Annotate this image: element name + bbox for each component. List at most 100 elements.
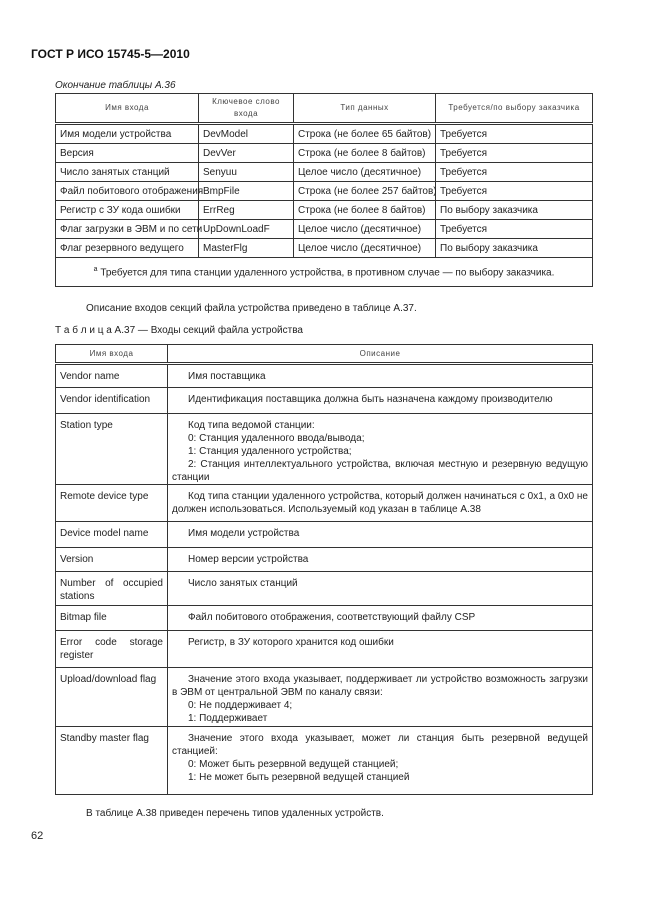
table-cell: Строка (не более 8 байтов) — [293, 200, 436, 220]
entry-description: Имя поставщика — [167, 363, 593, 388]
table-cell: Флаг резервного ведущего — [55, 238, 199, 258]
table-row: Регистр с ЗУ кода ошибки ErrReg Строка (не… — [55, 200, 593, 220]
entry-description: Число занятых станций — [167, 571, 593, 606]
table-row: Station type Код типа ведомой станции: 0: … — [55, 413, 593, 485]
table-cell: DevVer — [198, 143, 294, 163]
description-line: Значение этого входа указывает, поддержи… — [172, 674, 588, 698]
caption-text: — Входы секций файла устройства — [135, 325, 303, 336]
entry-name: Vendor identification — [55, 387, 168, 414]
table-row: Флаг загрузки в ЭВМ и по сети UpDownLoadF… — [55, 219, 593, 239]
description-line: Значение этого входа указывает, может ли… — [172, 733, 588, 757]
table-header-row: Имя входа Ключевое слово входа Тип данны… — [55, 93, 593, 124]
table-row: Число занятых станций Senyuu Целое число (… — [55, 162, 593, 182]
description-line: 0: Может быть резервной ведущей станцией… — [188, 759, 399, 770]
page-number: 62 — [31, 830, 44, 842]
table-cell: Целое число (десятичное) — [293, 162, 436, 182]
entry-name: Vendor name — [55, 363, 168, 388]
entry-name: Station type — [55, 413, 168, 485]
table-a37: Имя входа Описание Vendor name Имя постав… — [55, 344, 593, 795]
footnote-text: Требуется для типа станции удаленного ус… — [100, 267, 555, 279]
description-line: Имя модели устройства — [188, 528, 300, 539]
entry-name: Remote device type — [55, 484, 168, 522]
column-header: Требуется/по выбору заказчика — [435, 93, 593, 124]
description-line: Регистр, в ЗУ которого хранится код ошиб… — [188, 637, 394, 648]
table-cell: Требуется — [435, 181, 593, 201]
table-cell: UpDownLoadF — [198, 219, 294, 239]
caption-prefix: Т а б л и ц а А.37 — [55, 325, 136, 336]
entry-description: Значение этого входа указывает, поддержи… — [167, 667, 593, 727]
table-a36: Имя входа Ключевое слово входа Тип данны… — [55, 93, 593, 287]
table-cell: Имя модели устройства — [55, 123, 199, 144]
column-header: Тип данных — [293, 93, 436, 124]
column-header: Ключевое слово входа — [198, 93, 294, 124]
table-row: Версия DevVer Строка (не более 8 байтов) Тр… — [55, 143, 593, 163]
table-row: Имя модели устройства DevModel Строка (не … — [55, 123, 593, 144]
description-line: 1: Не может быть резервной ведущей станц… — [188, 772, 410, 783]
table-row: Vendor identification Идентификация поста… — [55, 387, 593, 414]
table-cell: Строка (не более 257 байтов) — [293, 181, 437, 201]
entry-description: Имя модели устройства — [167, 521, 593, 548]
table-row: Upload/download flag Значение этого входа… — [55, 667, 593, 727]
table-cell: Требуется — [435, 162, 593, 182]
table-row: Флаг резервного ведущего MasterFlg Целое ч… — [55, 238, 593, 258]
table-cell: ErrReg — [198, 200, 294, 220]
table-cell: Требуется — [435, 123, 593, 144]
table-row: Vendor name Имя поставщика — [55, 363, 593, 388]
description-line: Номер версии устройства — [188, 554, 309, 565]
table-cell: Флаг загрузки в ЭВМ и по сети — [55, 219, 202, 239]
table-row: Файл побитового отображения BmpFile Строка… — [55, 181, 593, 201]
table-row: Remote device type Код типа станции удале… — [55, 484, 593, 522]
footnote-mark: a — [93, 265, 98, 273]
entry-description: Регистр, в ЗУ которого хранится код ошиб… — [167, 630, 593, 668]
footnote-row: a Требуется для типа станции удаленного … — [55, 257, 593, 287]
description-line: Идентификация поставщика должна быть наз… — [188, 394, 553, 405]
entry-name: Upload/download flag — [55, 667, 168, 727]
table-row: Bitmap file Файл побитового отображения, … — [55, 605, 593, 631]
entry-name: Number of occupied stations — [55, 571, 168, 606]
entry-name: Device model name — [55, 521, 168, 548]
entry-description: Код типа станции удаленного устройства, … — [167, 484, 593, 522]
table-cell: Версия — [55, 143, 199, 163]
table-cell: Регистр с ЗУ кода ошибки — [55, 200, 199, 220]
table-row: Number of occupied stations Число занятых… — [55, 571, 593, 606]
table-cell: По выбору заказчика — [435, 200, 593, 220]
table-cell: Строка (не более 65 байтов) — [293, 123, 436, 144]
table-cell: Требуется — [435, 143, 593, 163]
table-cell: Целое число (десятичное) — [293, 219, 436, 239]
table-continuation-label: Окончание таблицы А.36 — [55, 80, 176, 91]
table-cell: MasterFlg — [198, 238, 294, 258]
description-line: 0: Станция удаленного ввода/вывода; — [188, 433, 365, 444]
description-line: Код типа станции удаленного устройства, … — [172, 491, 588, 515]
table-header-row: Имя входа Описание — [55, 344, 593, 364]
table-cell: Строка (не более 8 байтов) — [293, 143, 436, 163]
column-header: Имя входа — [55, 344, 168, 364]
table-caption: Т а б л и ц а А.37 — Входы секций файла … — [55, 325, 303, 336]
table-cell: Файл побитового отображения — [55, 181, 203, 201]
paragraph: Описание входов секций файла устройства … — [86, 303, 417, 314]
table-cell: BmpFile — [198, 181, 294, 201]
table-cell: Целое число (десятичное) — [293, 238, 436, 258]
table-row: Error code storage register Регистр, в ЗУ… — [55, 630, 593, 668]
table-cell: По выбору заказчика — [435, 238, 593, 258]
entry-description: Файл побитового отображения, соответству… — [167, 605, 593, 631]
description-line: 0: Не поддерживает 4; — [188, 700, 293, 711]
table-cell: Senyuu — [198, 162, 294, 182]
entry-description: Значение этого входа указывает, может ли… — [167, 726, 593, 795]
description-line: 1: Поддерживает — [188, 713, 268, 724]
description-line: Код типа ведомой станции: — [188, 420, 315, 431]
table-row: Version Номер версии устройства — [55, 547, 593, 572]
column-header: Имя входа — [55, 93, 199, 124]
description-line: Имя поставщика — [188, 371, 266, 382]
table-row: Device model name Имя модели устройства — [55, 521, 593, 548]
paragraph: В таблице А.38 приведен перечень типов у… — [86, 808, 384, 819]
description-line: 2: Станция интеллектуального устройства,… — [172, 459, 588, 483]
footnote: a Требуется для типа станции удаленного … — [55, 257, 593, 287]
table-row: Standby master flag Значение этого входа … — [55, 726, 593, 795]
column-header: Описание — [167, 344, 593, 364]
table-cell: DevModel — [198, 123, 294, 144]
description-line: 1: Станция удаленного устройства; — [188, 446, 352, 457]
document-id: ГОСТ Р ИСО 15745-5—2010 — [31, 47, 190, 61]
entry-name: Version — [55, 547, 168, 572]
entry-name: Error code storage register — [55, 630, 168, 668]
table-cell: Требуется — [435, 219, 593, 239]
